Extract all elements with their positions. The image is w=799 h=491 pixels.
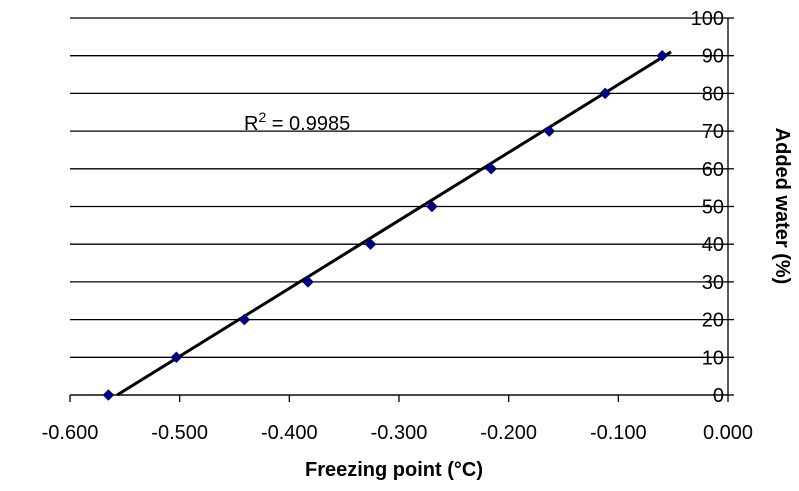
gridlines bbox=[70, 17, 728, 396]
y-tick-label-80: 80 bbox=[702, 83, 724, 105]
y-tick-label-0: 0 bbox=[713, 385, 724, 407]
r-squared-exponent: 2 bbox=[258, 109, 266, 125]
x-tick-label--0.300: -0.300 bbox=[371, 422, 428, 444]
x-tick-labels: -0.600 -0.500 -0.400 -0.300 -0.200 -0.100 0.00… bbox=[42, 422, 753, 444]
x-axis-title: Freezing point (°C) bbox=[305, 459, 483, 481]
axes bbox=[69, 17, 734, 402]
y-tick-label-20: 20 bbox=[702, 310, 724, 332]
r-squared-annotation: R2 = 0.9985 bbox=[244, 109, 350, 135]
y-tick-label-100: 100 bbox=[691, 8, 724, 30]
data-point-6 bbox=[485, 162, 497, 175]
y-tick-label-50: 50 bbox=[702, 197, 724, 219]
trendline bbox=[116, 50, 672, 397]
y-tick-label-90: 90 bbox=[702, 46, 724, 68]
y-tick-label-30: 30 bbox=[702, 272, 724, 294]
data-point-7 bbox=[543, 125, 556, 137]
y-tick-labels: 0 10 20 30 40 50 60 70 80 90 100 bbox=[691, 8, 724, 407]
data-point-1 bbox=[170, 351, 183, 364]
y-tick-label-60: 60 bbox=[702, 159, 724, 181]
data-point-0 bbox=[102, 389, 115, 401]
data-point-5 bbox=[426, 200, 438, 213]
r-squared-value: = 0.9985 bbox=[266, 113, 350, 135]
x-tick-label-0.000: 0.000 bbox=[703, 422, 753, 444]
data-point-8 bbox=[599, 87, 612, 100]
x-tick-label--0.500: -0.500 bbox=[151, 422, 208, 444]
data-point-2 bbox=[238, 313, 251, 326]
trendline-group bbox=[116, 50, 672, 397]
x-tick-label--0.100: -0.100 bbox=[590, 422, 647, 444]
x-tick-label--0.200: -0.200 bbox=[480, 422, 537, 444]
x-tick-label--0.400: -0.400 bbox=[261, 422, 318, 444]
data-point-3 bbox=[302, 276, 314, 288]
y-tick-label-10: 10 bbox=[702, 347, 724, 369]
data-points bbox=[102, 49, 669, 401]
x-tick-label--0.600: -0.600 bbox=[42, 422, 99, 444]
r-squared-r: R bbox=[244, 113, 258, 135]
y-tick-label-40: 40 bbox=[702, 234, 724, 256]
y-axis-title: Added water (%) bbox=[771, 128, 793, 285]
data-point-4 bbox=[364, 238, 377, 251]
data-point-9 bbox=[656, 49, 669, 62]
y-tick-label-70: 70 bbox=[702, 121, 724, 143]
